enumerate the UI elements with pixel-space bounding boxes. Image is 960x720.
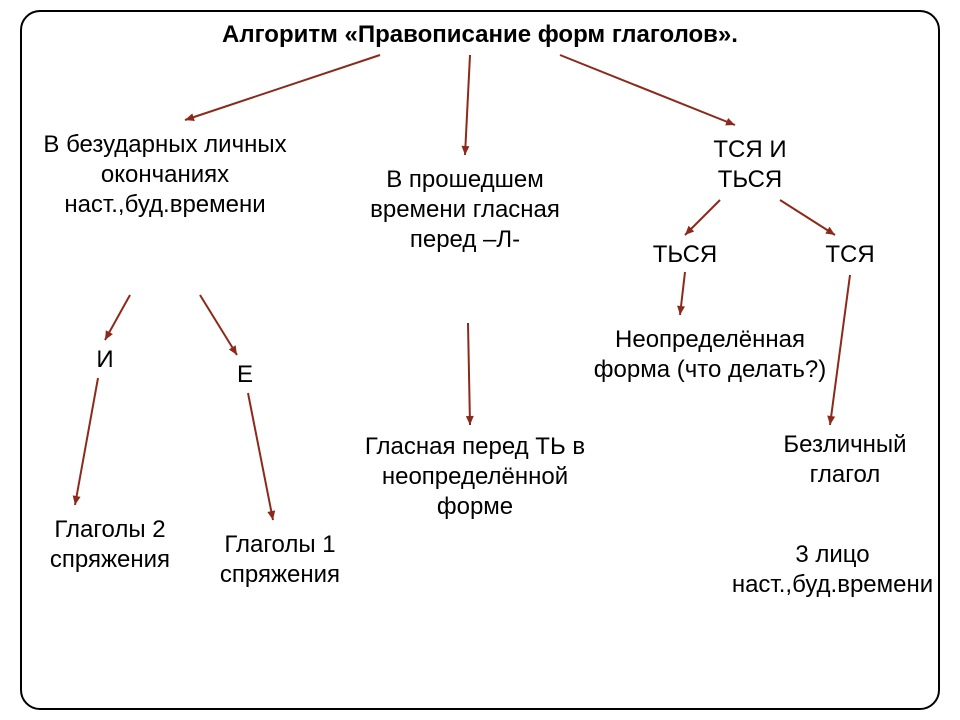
node-unstressed-personal-endings: В безударных личных окончаниях наст.,буд… — [35, 130, 295, 220]
node-vowel-before-t: Гласная перед ТЬ в неопределённой форме — [355, 432, 595, 522]
node-tsya-and-tsya: ТСЯ И ТЬСЯ — [685, 135, 815, 195]
node-tsya: ТСЯ — [810, 240, 890, 270]
node-3rd-person: 3 лицо наст.,буд.времени — [730, 540, 935, 600]
node-verbs-2nd-conjugation: Глаголы 2 спряжения — [30, 515, 190, 575]
node-tsya-soft: ТЬСЯ — [640, 240, 730, 270]
title: Алгоритм «Правописание форм глаголов». — [170, 20, 790, 50]
node-infinitive-form: Неопределённая форма (что делать?) — [585, 325, 835, 385]
node-verbs-1st-conjugation: Глаголы 1 спряжения — [200, 530, 360, 590]
node-letter-i: И — [85, 345, 125, 375]
node-letter-e: Е — [225, 360, 265, 390]
node-impersonal-verb: Безличный глагол — [755, 430, 935, 490]
node-past-tense-vowel-before-l: В прошедшем времени гласная перед –Л- — [365, 165, 565, 255]
